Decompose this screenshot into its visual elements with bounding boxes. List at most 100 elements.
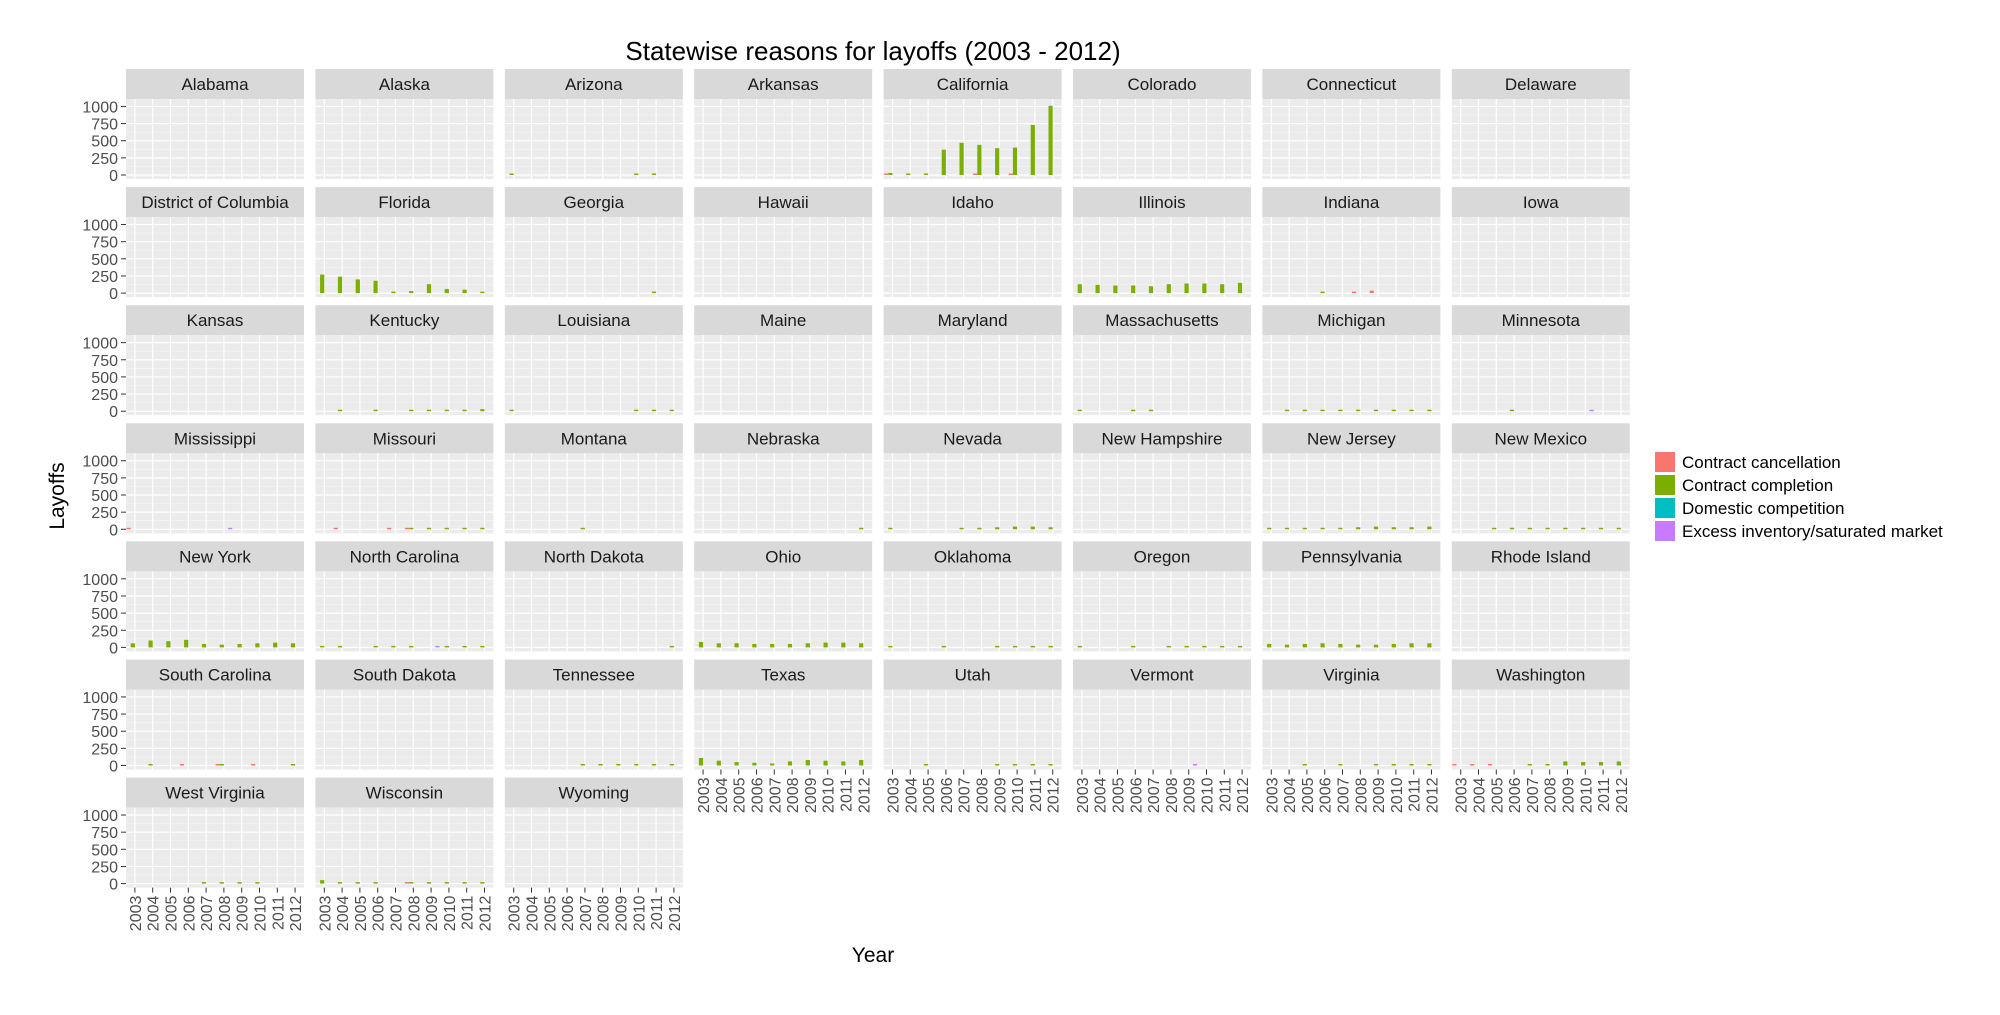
bar (1095, 284, 1100, 294)
facet-panel: Oklahoma (883, 541, 1062, 652)
facet-panel: Nebraska (694, 423, 873, 534)
bar (1338, 643, 1343, 648)
x-tick-label: 2003 (696, 777, 713, 813)
bar (462, 289, 467, 294)
bar (651, 173, 657, 175)
y-tick-label: 250 (91, 269, 118, 286)
facet-strip (504, 423, 683, 454)
bar (1409, 643, 1414, 648)
x-tick-label: 2008 (975, 777, 992, 813)
bar (787, 643, 793, 648)
facet-strip-label: Arkansas (748, 75, 819, 94)
y-tick-label: 750 (91, 471, 118, 488)
bar (995, 645, 1000, 648)
legend-swatch (1655, 475, 1675, 495)
x-tick-label: 2004 (146, 895, 163, 931)
x-tick-label: 2009 (424, 895, 441, 931)
x-tick-label: 2005 (1489, 777, 1506, 813)
panel-background (1262, 335, 1441, 416)
bar (251, 764, 256, 766)
bar (941, 149, 946, 175)
bar (977, 527, 982, 530)
facet-strip-label: Delaware (1505, 75, 1577, 94)
bar (859, 760, 864, 766)
bar (1373, 526, 1379, 530)
x-tick-label: 2011 (839, 777, 856, 812)
facet-strip-label: Idaho (951, 193, 994, 212)
bar (634, 764, 639, 766)
panel-background (126, 571, 304, 652)
bar (1581, 762, 1586, 766)
x-tick-label: 2008 (1353, 777, 1370, 813)
panel-background (1262, 217, 1441, 298)
bar (1302, 643, 1307, 648)
facet-strip (694, 187, 873, 218)
bar (973, 173, 978, 175)
bar (255, 643, 260, 648)
y-tick-label: 1000 (82, 454, 118, 471)
bar (770, 763, 775, 766)
x-tick-label: 2007 (1525, 777, 1542, 813)
y-tick-label: 0 (109, 286, 118, 303)
bar (1391, 409, 1396, 412)
facet-panel: Idaho (883, 187, 1062, 298)
bar (409, 645, 414, 648)
x-tick-label: 2011 (460, 895, 477, 930)
bar (698, 757, 704, 766)
bar (337, 645, 343, 648)
bar (462, 882, 467, 884)
facet-strip-label: Maryland (938, 311, 1008, 330)
panel-background (1073, 217, 1251, 298)
bar (179, 764, 185, 766)
bar (805, 760, 810, 766)
y-tick-label: 250 (91, 387, 118, 404)
bar (130, 643, 135, 648)
facet-strip-label: District of Columbia (141, 193, 289, 212)
bar (273, 642, 278, 648)
x-tick-label: 2003 (507, 895, 524, 931)
bar (1391, 643, 1396, 648)
bar (1452, 764, 1457, 766)
panel-background (1451, 335, 1630, 416)
facet-panel: Illinois (1073, 187, 1251, 298)
x-tick-label: 2011 (1596, 777, 1613, 812)
panel-background (1073, 571, 1251, 652)
panel-background (315, 335, 494, 416)
facet-strip-label: Illinois (1138, 193, 1185, 212)
x-tick-label: 2003 (1264, 777, 1281, 813)
facet-panel: Arkansas (694, 69, 873, 179)
x-tick-label: 2010 (1578, 777, 1595, 813)
panel-background (1262, 689, 1441, 770)
bar (734, 762, 739, 766)
facet-strip (1451, 305, 1630, 336)
facet-panel: Maine (694, 305, 873, 416)
bar (1545, 527, 1550, 530)
bar (337, 276, 343, 294)
facet-strip-label: Texas (761, 666, 805, 685)
y-tick-label: 1000 (82, 336, 118, 353)
bar (805, 643, 810, 648)
facet-strip-label: Utah (955, 666, 991, 685)
bar (1598, 762, 1604, 766)
x-tick-label: 2008 (1543, 777, 1560, 813)
facet-strip-label: Iowa (1523, 193, 1559, 212)
bar (651, 291, 657, 294)
bar (1356, 527, 1361, 530)
bar (1338, 527, 1343, 530)
facet-panel: New Hampshire (1073, 423, 1251, 534)
facet-strip (1073, 305, 1251, 336)
legend-item: Excess inventory/saturated market (1655, 521, 1943, 541)
panel-background (126, 453, 304, 534)
facet-strip-label: Maine (760, 311, 806, 330)
bar (1148, 409, 1154, 412)
panel-background (126, 807, 304, 888)
bar (1113, 285, 1118, 294)
panel-background (694, 571, 873, 652)
x-tick-label: 2006 (1128, 777, 1145, 813)
panel-background (504, 807, 683, 888)
facet-panel: Florida (315, 187, 494, 298)
x-tick-label: 2010 (1010, 777, 1027, 813)
